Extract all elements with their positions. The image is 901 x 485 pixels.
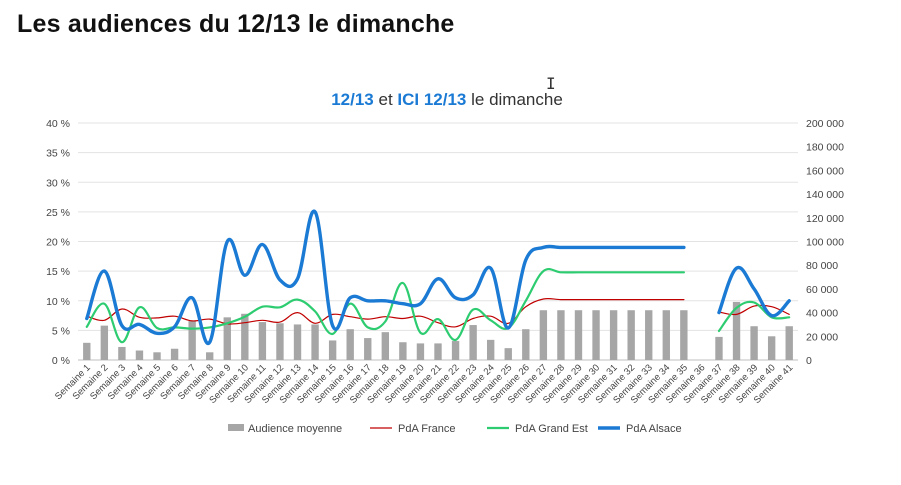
y-axis-left: 40 % 35 % 30 % 25 % 20 % 15 % 10 % 5 % 0 % [46,118,70,367]
y-right-tick-label: 100 000 [806,237,844,249]
bar-series [83,301,793,360]
bar [767,336,776,360]
y-right-tick-label: 140 000 [806,189,844,201]
bar [100,325,109,360]
chart-title-part-1: et [374,90,398,109]
legend-label: PdA Grand Est [515,423,588,435]
bar [680,310,688,360]
bar [206,352,214,360]
y-axis-right: 200 000 180 000 160 000 140 000 120 000 100 0… [806,118,844,367]
legend: Audience moyenne PdA France PdA Grand Est P… [228,423,682,435]
y-left-tick-label: 10 % [46,296,70,308]
chart-title-part-3: le dimanche [466,90,562,109]
y-left-tick-label: 35 % [46,148,70,160]
bar [785,326,793,360]
line-pda-alsace [717,265,791,318]
bar [328,340,337,360]
grid [78,122,798,361]
bar [645,310,653,360]
y-left-tick-label: 0 % [52,355,70,367]
y-left-tick-label: 30 % [46,177,70,189]
text-cursor-icon: I [546,74,556,93]
bar [469,325,477,360]
bar [311,324,319,360]
bar [381,332,390,360]
bar [451,341,460,360]
page-title: Les audiences du 12/13 le dimanche [17,10,455,38]
bar [346,329,354,360]
chart-title-part-0: 12/13 [331,90,374,109]
bar [574,310,583,360]
y-left-tick-label: 5 % [52,325,70,337]
legend-label: Audience moyenne [248,423,342,435]
y-right-tick-label: 160 000 [806,165,844,177]
y-right-tick-label: 0 [806,355,812,367]
bar [258,322,267,360]
y-right-tick-label: 40 000 [806,308,838,320]
y-left-tick-label: 20 % [46,237,70,249]
bar [732,301,741,360]
bar [241,313,249,360]
y-right-tick-label: 200 000 [806,118,844,130]
bar [662,310,670,360]
y-left-tick-label: 40 % [46,118,70,130]
bar [486,339,495,360]
bar [276,323,284,360]
y-left-tick-label: 15 % [46,266,70,278]
line-pda-grand-est [85,268,685,344]
legend-label: PdA France [398,423,455,435]
y-right-tick-label: 180 000 [806,142,844,154]
y-right-tick-label: 80 000 [806,260,838,272]
bar [539,310,548,360]
bar [715,336,723,360]
bar [135,350,144,360]
bar [170,348,179,360]
bar [557,310,565,360]
y-right-tick-label: 60 000 [806,284,838,296]
bar [83,342,91,360]
bar [627,310,635,360]
bar [416,343,425,360]
bar [118,346,126,360]
bar [153,352,161,360]
legend-swatch [228,424,244,431]
chart-title-part-2: ICI 12/13 [397,90,466,109]
y-right-tick-label: 20 000 [806,331,838,343]
bar [188,320,196,360]
bar [434,343,442,360]
line-pda-alsace [85,209,686,346]
bar [504,348,512,360]
line-series [85,209,791,346]
line-pda-grand-est [717,300,791,333]
bar [592,310,600,360]
chart-title: 12/13 et ICI 12/13 le dimanche [331,90,563,109]
bar [399,342,407,360]
y-left-tick-label: 25 % [46,207,70,219]
bar [609,310,618,360]
bar [364,338,372,360]
y-right-tick-label: 120 000 [806,213,844,225]
legend-label: PdA Alsace [626,423,682,435]
line-pda-france [86,297,685,328]
bar [293,324,302,360]
bar [522,329,530,360]
bar [750,326,758,360]
bar [223,317,231,360]
